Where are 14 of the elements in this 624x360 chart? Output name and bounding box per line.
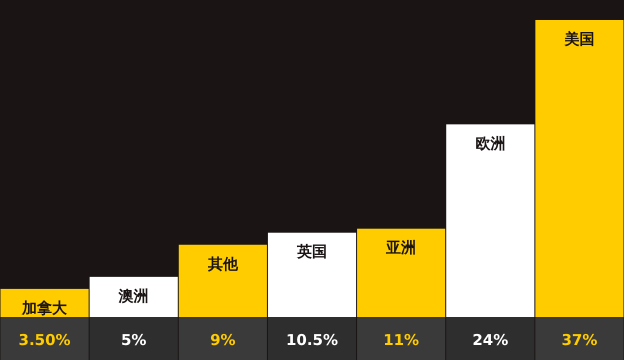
data-label: 37% (561, 331, 598, 349)
data-label: 11% (383, 331, 420, 349)
x-tick-label: 英国 (296, 242, 327, 261)
x-tick-label: 加拿大 (21, 298, 68, 317)
x-tick-label: 其他 (206, 254, 239, 273)
data-label: 3.50% (18, 331, 71, 349)
x-tick-label: 欧洲 (475, 134, 506, 152)
x-tick-label: 美国 (563, 30, 594, 48)
x-tick-label: 澳洲 (118, 286, 149, 305)
x-tick-label: 亚洲 (385, 238, 416, 257)
data-label: 5% (120, 331, 146, 349)
data-label: 9% (210, 331, 236, 349)
data-label: 10.5% (286, 331, 338, 349)
data-label: 24% (472, 331, 508, 349)
